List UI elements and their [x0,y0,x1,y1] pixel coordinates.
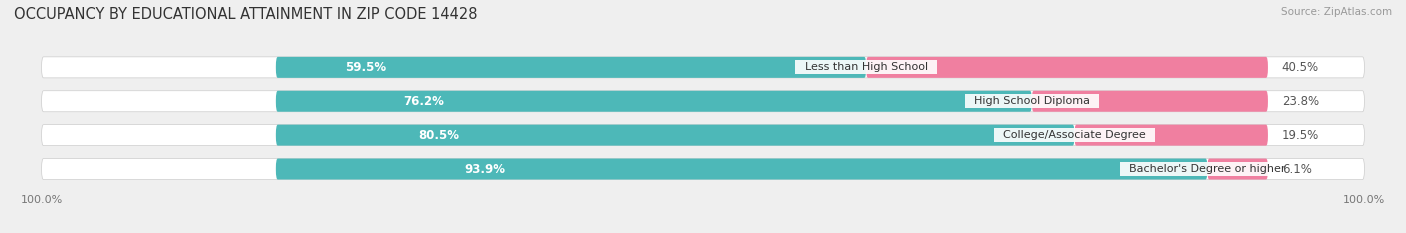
FancyBboxPatch shape [42,91,1364,112]
FancyBboxPatch shape [1032,91,1268,112]
FancyBboxPatch shape [1208,158,1268,180]
Text: 6.1%: 6.1% [1282,163,1312,175]
FancyBboxPatch shape [276,125,1074,146]
Text: 76.2%: 76.2% [404,95,444,108]
Text: OCCUPANCY BY EDUCATIONAL ATTAINMENT IN ZIP CODE 14428: OCCUPANCY BY EDUCATIONAL ATTAINMENT IN Z… [14,7,478,22]
Text: 93.9%: 93.9% [464,163,505,175]
FancyBboxPatch shape [42,57,1364,78]
Text: High School Diploma: High School Diploma [967,96,1097,106]
Text: College/Associate Degree: College/Associate Degree [995,130,1153,140]
Text: 23.8%: 23.8% [1282,95,1319,108]
FancyBboxPatch shape [276,158,1208,180]
FancyBboxPatch shape [42,158,1364,180]
FancyBboxPatch shape [866,57,1268,78]
Text: 40.5%: 40.5% [1282,61,1319,74]
FancyBboxPatch shape [276,91,1032,112]
FancyBboxPatch shape [1074,125,1268,146]
Text: Less than High School: Less than High School [797,62,935,72]
Text: 59.5%: 59.5% [344,61,385,74]
Text: 80.5%: 80.5% [418,129,458,142]
FancyBboxPatch shape [42,125,1364,146]
Text: Source: ZipAtlas.com: Source: ZipAtlas.com [1281,7,1392,17]
Text: 19.5%: 19.5% [1282,129,1319,142]
FancyBboxPatch shape [276,57,866,78]
Text: Bachelor's Degree or higher: Bachelor's Degree or higher [1122,164,1292,174]
